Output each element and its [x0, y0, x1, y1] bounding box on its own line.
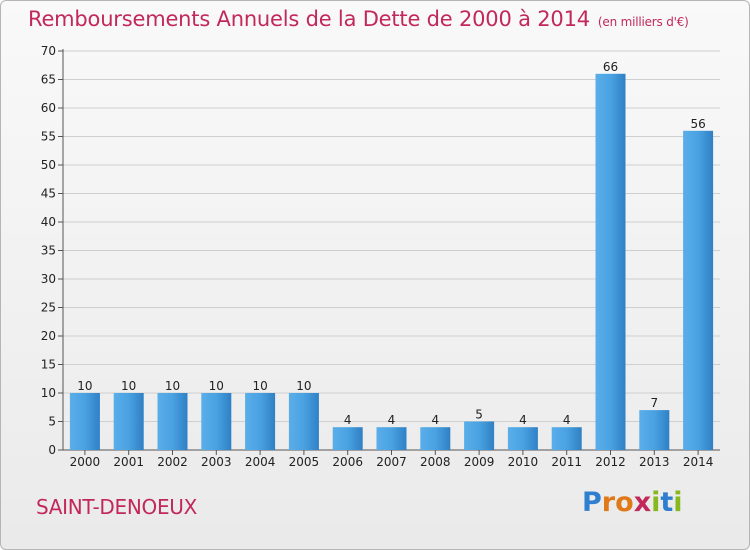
bar	[69, 393, 100, 450]
y-tick-label: 30	[41, 272, 56, 286]
x-tick-label: 2013	[639, 455, 670, 469]
y-tick-label: 25	[41, 301, 56, 315]
data-label: 10	[252, 379, 267, 393]
data-label: 7	[650, 396, 658, 410]
logo-letter: o	[615, 487, 634, 518]
chart-title-text: Remboursements Annuels de la Dette de 20…	[28, 7, 590, 31]
data-label: 10	[77, 379, 92, 393]
bar	[245, 393, 276, 450]
unit-note: (en milliers d'€)	[597, 15, 689, 29]
logo-letter: x	[633, 487, 652, 518]
bars	[69, 73, 714, 451]
bar	[288, 393, 319, 450]
y-tick-label: 65	[41, 73, 56, 87]
bar	[157, 393, 188, 450]
bar	[507, 427, 538, 450]
x-tick-label: 2005	[289, 455, 320, 469]
logo-letter: i	[673, 487, 683, 518]
x-tick-label: 2000	[70, 455, 101, 469]
data-label: 10	[296, 379, 311, 393]
bar	[420, 427, 451, 450]
bar	[113, 393, 144, 450]
bar	[683, 130, 714, 451]
x-tick-label: 2001	[113, 455, 144, 469]
proxiti-logo: Proxiti	[582, 487, 683, 518]
bar	[639, 410, 670, 450]
y-tick-label: 50	[41, 158, 56, 172]
bar	[332, 427, 363, 450]
data-label: 5	[475, 408, 483, 422]
x-tick-label: 2012	[595, 455, 626, 469]
y-tick-label: 0	[48, 443, 56, 457]
y-tick-label: 5	[48, 415, 56, 429]
data-label: 10	[121, 379, 136, 393]
x-tick-label: 2011	[551, 455, 582, 469]
x-tick-label: 2008	[420, 455, 451, 469]
labels: 0510152025303540455055606570200010200110…	[41, 44, 714, 469]
x-tick-label: 2010	[508, 455, 539, 469]
x-tick-label: 2014	[683, 455, 714, 469]
y-tick-label: 15	[41, 358, 56, 372]
x-tick-label: 2009	[464, 455, 495, 469]
x-tick-label: 2004	[245, 455, 276, 469]
chart-title: Remboursements Annuels de la Dette de 20…	[28, 7, 689, 31]
x-tick-label: 2007	[376, 455, 407, 469]
y-tick-label: 20	[41, 329, 56, 343]
logo-letter: r	[601, 487, 616, 518]
data-label: 10	[209, 379, 224, 393]
data-label: 4	[519, 413, 527, 427]
data-label: 4	[344, 413, 352, 427]
x-tick-label: 2002	[157, 455, 188, 469]
data-label: 4	[388, 413, 396, 427]
data-label: 4	[563, 413, 571, 427]
x-tick-label: 2003	[201, 455, 232, 469]
bar	[376, 427, 407, 450]
logo-letter: P	[582, 487, 602, 518]
y-tick-label: 60	[41, 101, 56, 115]
bar	[551, 427, 582, 450]
data-label: 56	[690, 117, 705, 131]
logo-letter: t	[660, 487, 674, 518]
bar	[595, 73, 626, 451]
y-tick-label: 70	[41, 44, 56, 58]
y-tick-label: 10	[41, 386, 56, 400]
y-tick-label: 35	[41, 244, 56, 258]
data-label: 10	[165, 379, 180, 393]
data-label: 66	[603, 60, 618, 74]
logo-letter: i	[651, 487, 661, 518]
y-tick-label: 55	[41, 130, 56, 144]
bar	[464, 421, 495, 450]
x-tick-label: 2006	[332, 455, 363, 469]
data-label: 4	[431, 413, 439, 427]
commune-name: SAINT-DENOEUX	[36, 495, 198, 519]
y-tick-label: 40	[41, 215, 56, 229]
bar	[201, 393, 232, 450]
y-tick-label: 45	[41, 187, 56, 201]
